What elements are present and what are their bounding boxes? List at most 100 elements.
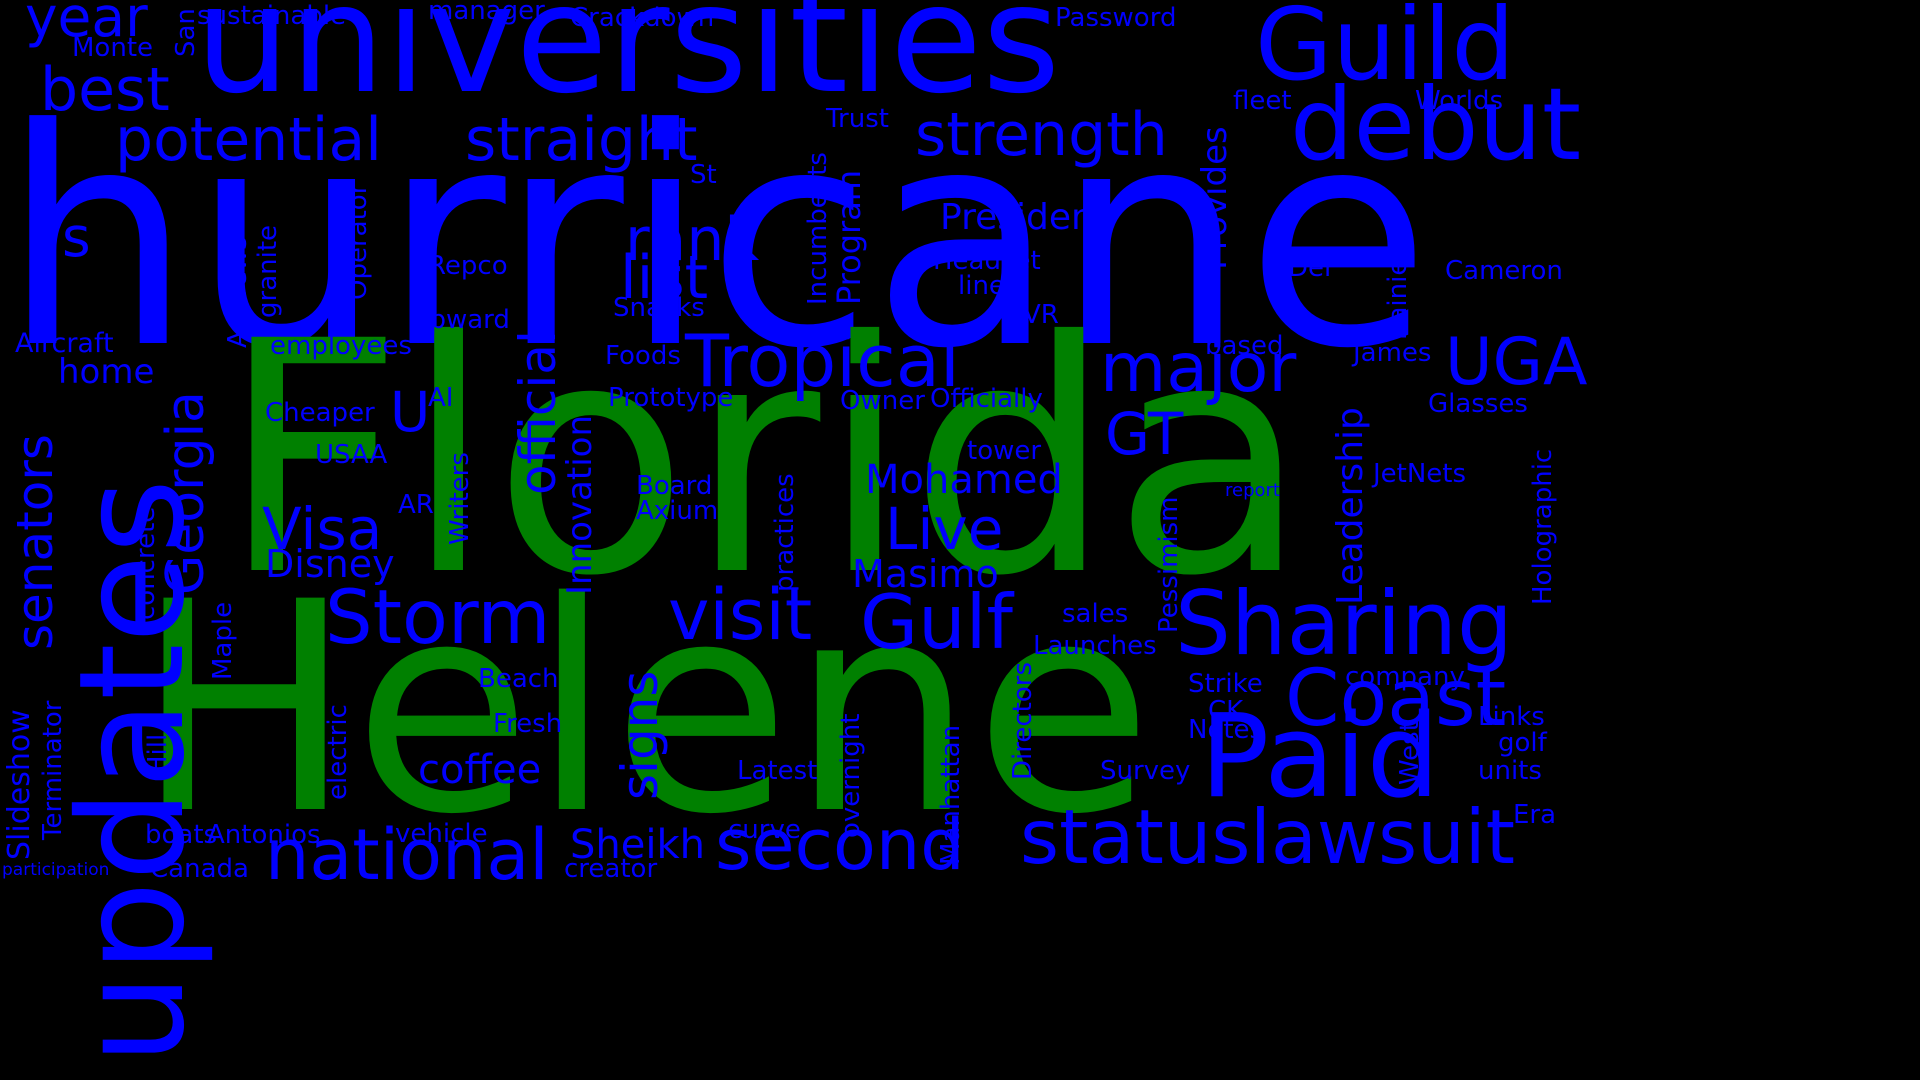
word-notes: Notes: [1188, 715, 1264, 745]
word-florida: Florida: [220, 274, 1309, 646]
word-latest: Latest: [737, 756, 818, 786]
word-foods: Foods: [605, 341, 681, 371]
word-sales: sales: [1062, 599, 1129, 629]
word-tropical: Tropical: [685, 319, 960, 403]
word-usaa: USAA: [315, 440, 388, 470]
word-s: s: [62, 205, 91, 269]
word-tower: tower: [967, 436, 1042, 466]
word-storm: Storm: [325, 573, 551, 661]
word-st: St: [690, 160, 717, 190]
word-glasses: Glasses: [1428, 389, 1528, 419]
word-slideshow: Slideshow: [2, 709, 37, 860]
word-worlds: Worlds: [1415, 86, 1504, 116]
word-helene: Helene: [135, 541, 1153, 878]
word-vr: VR: [1023, 300, 1059, 330]
word-company: company: [1345, 662, 1465, 692]
word-debut: debut: [1290, 66, 1582, 183]
word-universities: universities: [195, 0, 1061, 127]
word-year: year: [25, 0, 148, 49]
word-creator: creator: [564, 854, 658, 884]
word-directors: Directors: [1008, 662, 1038, 780]
word-fleet: fleet: [1233, 86, 1292, 116]
word-masimo: Masimo: [852, 552, 999, 596]
word-pessimism: Pessimism: [1154, 496, 1184, 634]
word-survey: Survey: [1100, 756, 1191, 786]
word-sustainable: sustainable: [197, 1, 347, 31]
word-repco: Repco: [428, 251, 508, 281]
word-manhattan: Manhattan: [936, 724, 966, 865]
word-practices: practices: [770, 473, 800, 592]
word-vehicle: vehicle: [395, 819, 488, 849]
word-jetnets: JetNets: [1373, 459, 1467, 489]
word-launches: Launches: [1033, 631, 1157, 661]
word-provides: Provides: [1195, 126, 1235, 270]
word-gt: GT: [1105, 400, 1184, 468]
word-program: Program: [830, 169, 868, 305]
word-operator: Operator: [343, 183, 373, 300]
word-georgia: Georgia: [156, 391, 216, 595]
word-curve: curve: [728, 815, 801, 845]
word-ai: AI: [428, 383, 454, 413]
word-officially: Officially: [930, 384, 1043, 414]
word-boats: boats: [145, 820, 218, 850]
word-axium: Axium: [636, 496, 719, 526]
word-participation: participation: [2, 860, 110, 880]
word-west: West: [1395, 721, 1425, 785]
word-hill: Hill: [143, 733, 173, 775]
word-potential: potential: [115, 105, 382, 175]
word-golf: golf: [1498, 728, 1547, 758]
word-senators: senators: [6, 434, 64, 650]
word-ck: CK: [1208, 696, 1244, 726]
word-national: national: [265, 814, 549, 896]
word-writers: Writers: [445, 452, 475, 545]
word-board: Board: [636, 471, 713, 501]
word-strength: strength: [915, 100, 1168, 170]
word-status: status: [1020, 793, 1251, 881]
word-granite: granite: [253, 224, 283, 318]
word-visa: Visa: [262, 495, 383, 563]
word-uga: UGA: [1445, 325, 1588, 400]
word-major: major: [1100, 329, 1297, 408]
word-canada: Canada: [150, 854, 249, 884]
word-coast: Coast: [1285, 654, 1507, 744]
word-sharing: Sharing: [1175, 572, 1513, 675]
word-monte: Monte: [72, 33, 154, 63]
word-lawsuit: lawsuit: [1250, 793, 1515, 881]
word-snacks: Snacks: [613, 293, 705, 323]
word-cheaper: Cheaper: [265, 398, 375, 428]
word-prototype: Prototype: [608, 383, 734, 413]
word-signs: signs: [611, 670, 669, 800]
word-trust: Trust: [826, 104, 889, 134]
word-links: Links: [1478, 702, 1545, 732]
word-antonios: Antonios: [207, 820, 321, 850]
word-beach: Beach: [478, 664, 559, 694]
word-mohamed: Mohamed: [865, 457, 1063, 503]
word-headset: Headset: [933, 246, 1041, 276]
word-maple: Maple: [208, 601, 238, 680]
word-overnight: overnight: [836, 713, 866, 838]
word-best: best: [40, 55, 170, 125]
word-based: based: [1205, 331, 1284, 361]
word-line: line: [958, 271, 1005, 301]
word-visit: visit: [668, 574, 813, 656]
word-guild: Guild: [1255, 0, 1515, 103]
word-password: Password: [1055, 3, 1177, 33]
word-hurricane: hurricane: [2, 65, 1431, 414]
word-leadership: Leadership: [1330, 407, 1371, 605]
word-terminator: Terminator: [38, 700, 68, 840]
word-san: San: [171, 8, 201, 57]
word-era: Era: [1513, 800, 1557, 830]
word-live: Live: [885, 495, 1004, 563]
word-rainier: Rainier: [1383, 248, 1413, 340]
word-president: President: [940, 197, 1108, 238]
word-list: list: [620, 243, 709, 313]
word-rank: rank: [625, 205, 760, 275]
word-paid: Paid: [1200, 690, 1440, 824]
word-holographic: Holographic: [1528, 448, 1558, 605]
word-concrete: concrete: [131, 506, 161, 620]
word-incumbents: Incumbents: [803, 152, 833, 305]
word-official: official: [509, 330, 567, 495]
word-straight: straight: [465, 105, 698, 175]
word-units: units: [1478, 756, 1542, 786]
